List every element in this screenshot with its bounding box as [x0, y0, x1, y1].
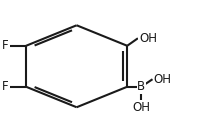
- Text: OH: OH: [132, 101, 150, 114]
- Text: F: F: [2, 39, 9, 52]
- Text: OH: OH: [153, 73, 171, 86]
- Text: F: F: [2, 80, 9, 93]
- Text: B: B: [137, 80, 145, 93]
- Text: OH: OH: [139, 32, 157, 45]
